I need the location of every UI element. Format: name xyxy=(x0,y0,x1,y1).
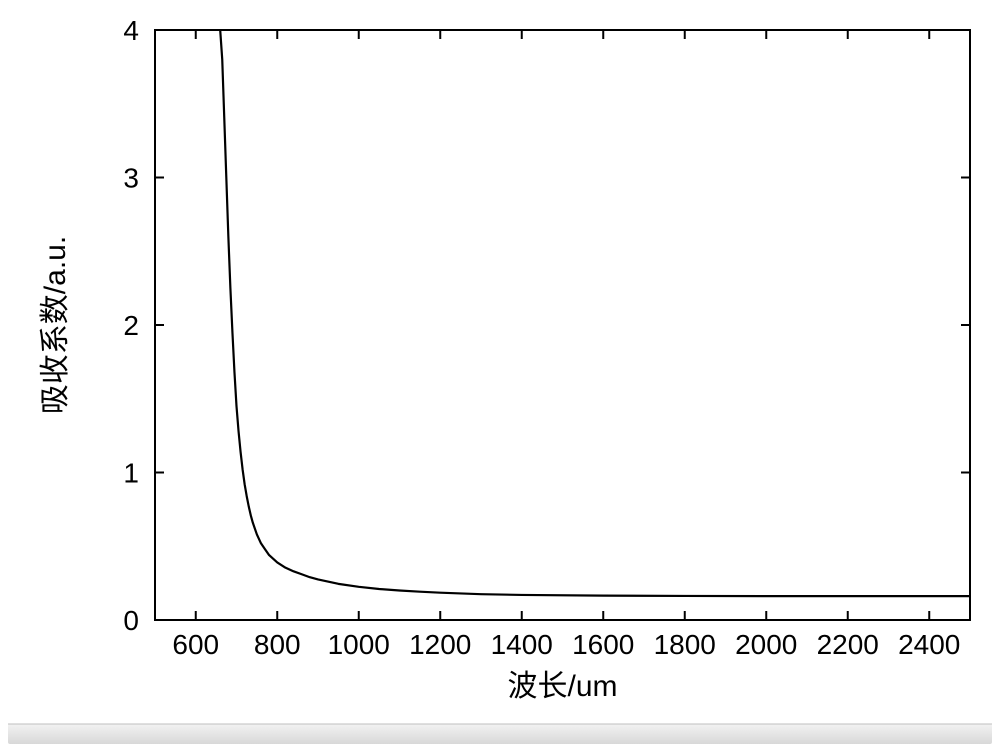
bottom-divider xyxy=(8,724,992,744)
y-tick-label: 2 xyxy=(123,310,139,341)
y-tick-label: 1 xyxy=(123,458,139,489)
x-tick-label: 1400 xyxy=(491,629,553,660)
chart-svg: 600 800 1000 1200 1400 1600 1800 2000 2200 2400 0 1… xyxy=(0,0,1000,746)
x-tick-label: 2000 xyxy=(735,629,797,660)
y-tick-label: 0 xyxy=(123,605,139,636)
absorption-spectrum-chart: 600 800 1000 1200 1400 1600 1800 2000 2200 2400 0 1… xyxy=(0,0,1000,746)
x-tick-label: 1800 xyxy=(654,629,716,660)
x-tick-label: 600 xyxy=(172,629,219,660)
x-tick-label: 1000 xyxy=(328,629,390,660)
x-tick-label: 800 xyxy=(254,629,301,660)
x-axis-label: 波长/um xyxy=(507,670,617,703)
y-tick-label: 4 xyxy=(123,15,139,46)
y-axis-label: 吸收系数/a.u. xyxy=(39,236,72,414)
x-tick-label: 1600 xyxy=(572,629,634,660)
x-tick-label: 2200 xyxy=(817,629,879,660)
x-tick-label: 1200 xyxy=(409,629,471,660)
x-tick-label: 2400 xyxy=(898,629,960,660)
y-tick-label: 3 xyxy=(123,163,139,194)
